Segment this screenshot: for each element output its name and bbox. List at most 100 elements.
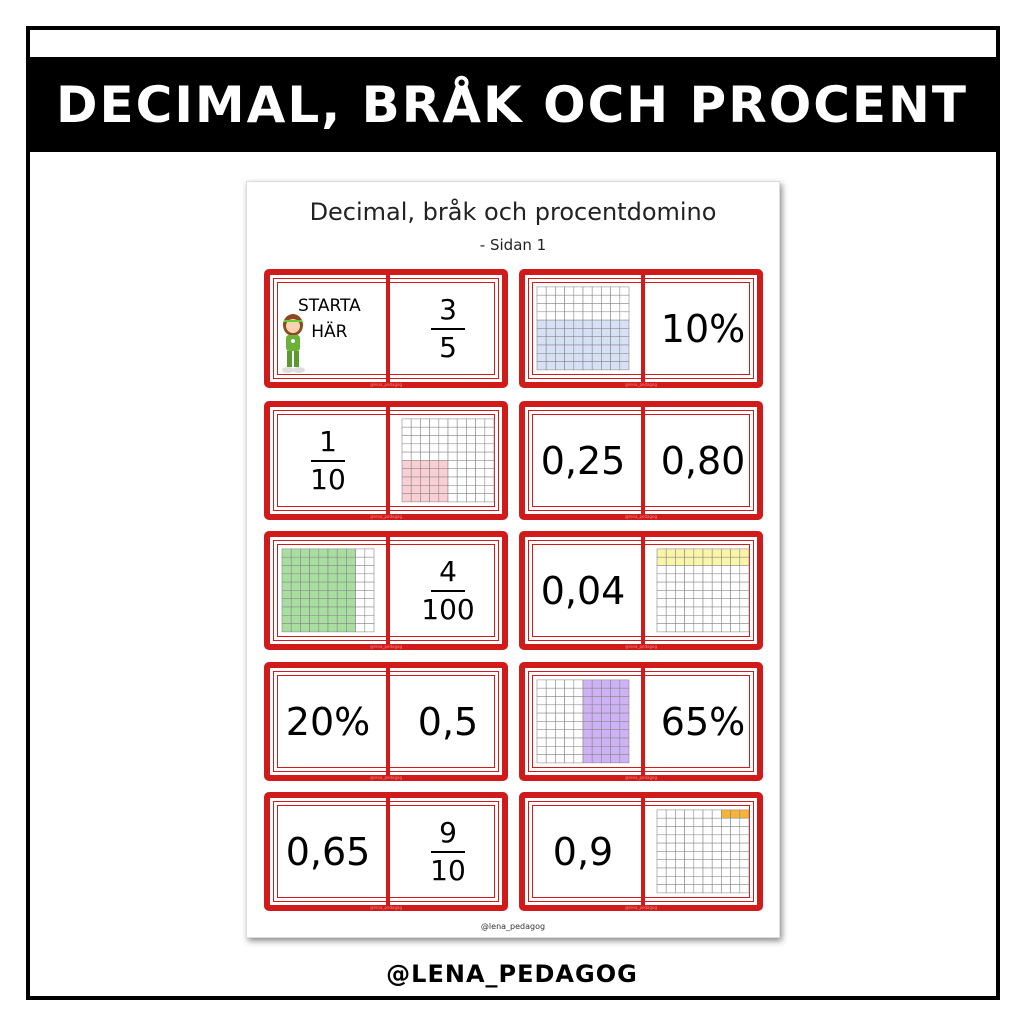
- grid-cell: [545, 361, 556, 371]
- grid-cell: [484, 427, 495, 436]
- grid-cell: [739, 834, 750, 844]
- grid-cell: [410, 460, 421, 470]
- grid-cell: [665, 834, 676, 844]
- grid-cell: [290, 615, 301, 624]
- grid-cell: [721, 809, 731, 819]
- grid-cell: [281, 606, 292, 616]
- card-watermark: @lena_pedagog: [624, 382, 658, 387]
- grid-cell: [564, 295, 575, 304]
- grid-cell: [582, 729, 593, 739]
- grid-cell: [619, 361, 630, 371]
- grid-cell: [711, 842, 722, 852]
- grid-cell: [591, 754, 602, 764]
- grid-cell: [619, 344, 630, 354]
- grid-cell: [438, 418, 449, 428]
- grid-cell: [739, 623, 750, 633]
- grid-cell: [702, 867, 713, 877]
- grid-cell: [721, 623, 731, 633]
- grid-cell: [702, 623, 713, 633]
- grid-cell: [420, 468, 430, 478]
- grid-cell: [656, 834, 667, 844]
- grid-cell: [702, 809, 713, 819]
- grid-cell: [675, 826, 685, 836]
- grid-cell: [656, 859, 667, 869]
- grid-cell: [466, 460, 476, 470]
- grid-cell: [675, 834, 685, 844]
- grid-cell: [545, 712, 556, 722]
- grid-cell: [309, 623, 320, 633]
- grid-cell: [564, 679, 575, 689]
- grid-cell: [591, 328, 602, 338]
- grid-cell: [601, 679, 611, 689]
- grid-cell: [656, 826, 667, 836]
- author-handle: @LENA_PEDAGOG: [386, 960, 638, 988]
- grid-cell: [721, 842, 731, 852]
- value-label: 65%: [660, 699, 746, 744]
- domino-right-half: 4 100: [390, 537, 506, 644]
- grid-cell: [346, 581, 356, 591]
- grid-cell: [601, 754, 611, 764]
- grid-cell: [730, 809, 741, 819]
- domino-left-half: 0,25: [525, 407, 641, 514]
- hundred-grid: [656, 809, 750, 894]
- grid-cell: [665, 867, 676, 877]
- grid-cell: [318, 623, 329, 633]
- grid-cell: [456, 460, 467, 470]
- grid-cell: [410, 468, 421, 478]
- domino-right-half: [390, 407, 506, 514]
- grid-cell: [739, 818, 750, 827]
- grid-cell: [364, 598, 375, 608]
- grid-cell: [281, 623, 292, 633]
- grid-cell: [721, 548, 731, 558]
- grid-cell: [536, 696, 547, 706]
- grid-cell: [410, 418, 421, 428]
- grid-cell: [693, 598, 704, 608]
- grid-cell: [582, 754, 593, 764]
- grid-cell: [300, 623, 310, 633]
- grid-cell: [447, 476, 458, 486]
- grid-cell: [702, 826, 713, 836]
- grid-cell: [684, 557, 695, 566]
- grid-cell: [484, 443, 495, 453]
- grid-cell: [665, 581, 676, 591]
- grid-cell: [545, 353, 556, 362]
- grid-cell: [711, 826, 722, 836]
- grid-cell: [610, 344, 621, 354]
- grid-cell: [619, 712, 630, 722]
- grid-cell: [536, 303, 547, 313]
- grid-cell: [684, 826, 695, 836]
- grid-cell: [711, 623, 722, 633]
- grid-cell: [429, 485, 440, 494]
- grid-cell: [684, 867, 695, 877]
- grid-cell: [456, 493, 467, 503]
- grid-cell: [410, 435, 421, 445]
- grid-cell: [675, 598, 685, 608]
- grid-cell: [318, 590, 329, 600]
- grid-cell: [420, 485, 430, 494]
- grid-cell: [573, 319, 584, 329]
- grid-cell: [429, 435, 440, 445]
- grid-cell: [739, 581, 750, 591]
- grid-cell: [610, 679, 621, 689]
- grid-cell: [401, 418, 412, 428]
- grid-cell: [300, 606, 310, 616]
- grid-cell: [730, 565, 741, 575]
- grid-cell: [693, 851, 704, 861]
- grid-cell: [336, 623, 347, 633]
- value-label: 0,65: [285, 829, 371, 874]
- grid-cell: [619, 754, 630, 764]
- grid-cell: [438, 476, 449, 486]
- grid-cell: [675, 851, 685, 861]
- grid-cell: [730, 826, 741, 836]
- grid-cell: [601, 286, 611, 296]
- grid-cell: [290, 557, 301, 566]
- grid-cell: [364, 548, 375, 558]
- grid-cell: [555, 353, 565, 362]
- domino-divider: [641, 531, 645, 650]
- grid-cell: [573, 353, 584, 362]
- grid-cell: [739, 867, 750, 877]
- grid-cell: [684, 590, 695, 600]
- grid-cell: [420, 443, 430, 453]
- grid-cell: [730, 573, 741, 583]
- grid-cell: [693, 581, 704, 591]
